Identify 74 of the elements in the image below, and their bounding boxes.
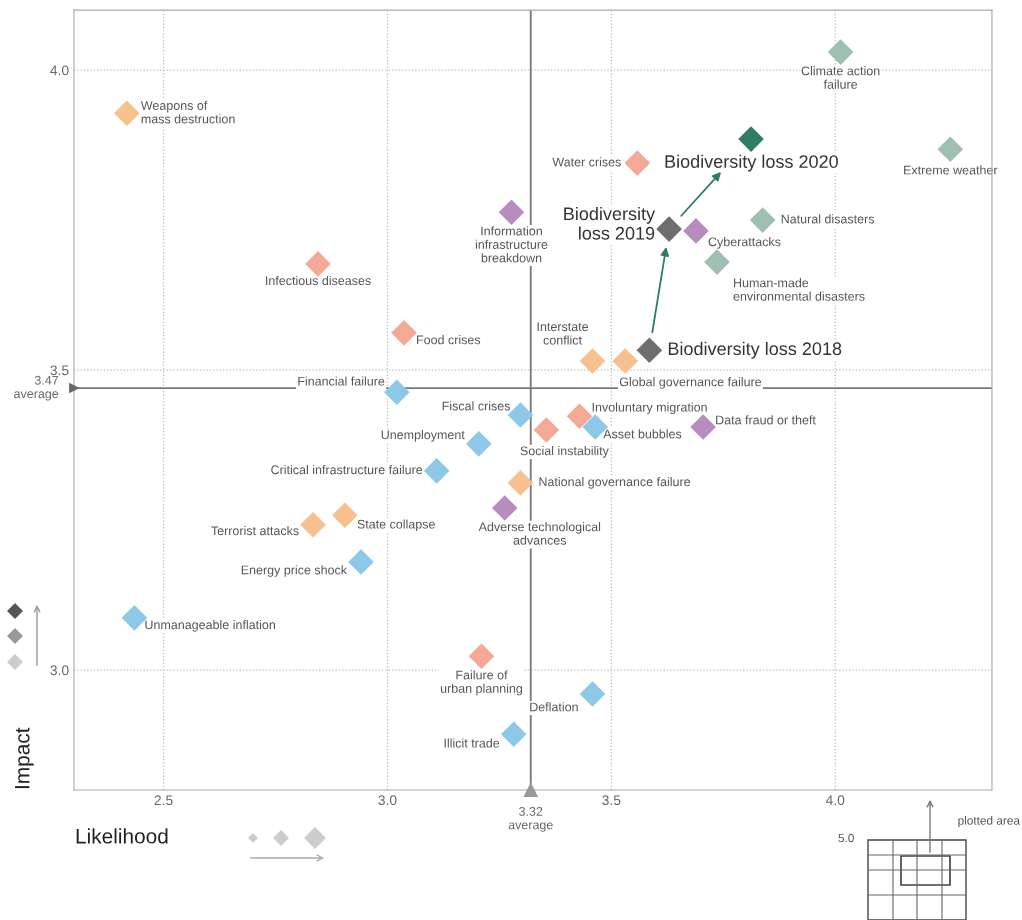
annotation: Climate action failure xyxy=(801,66,880,89)
point xyxy=(468,643,495,670)
annotation: Human-made environmental disasters xyxy=(733,278,865,301)
annotation: Critical infrastructure failure xyxy=(271,465,423,475)
point xyxy=(579,348,606,374)
annotation: Illicit trade xyxy=(444,738,500,748)
annotation: Social instability xyxy=(520,446,609,458)
y-tick-label: 4.0 xyxy=(50,65,69,76)
annotation: Weapons of mass destruction xyxy=(140,100,235,124)
annotation: Biodiversity loss 2019 xyxy=(564,206,656,240)
point xyxy=(114,100,140,127)
ref-line-label: 3.32 average xyxy=(508,807,553,832)
annotation: Terrorist attacks xyxy=(211,526,299,536)
point xyxy=(423,458,450,484)
point xyxy=(491,495,518,521)
point xyxy=(624,150,651,176)
point xyxy=(384,379,410,406)
annotation: Cyberattacks xyxy=(708,237,781,249)
annotation: Financial failure xyxy=(298,376,385,386)
text: 5.0 xyxy=(838,833,854,843)
y-tick-label: 3.5 xyxy=(50,365,69,376)
y-axis-title: Impact xyxy=(15,727,34,789)
annotation: Food crises xyxy=(417,335,481,345)
annotation: Biodiversity loss 2018 xyxy=(668,341,842,359)
point xyxy=(827,39,854,65)
annotation: Extreme weather xyxy=(904,165,998,175)
point xyxy=(612,348,639,374)
annotation: Unemployment xyxy=(381,430,465,442)
annotation: Deflation xyxy=(530,702,578,712)
point xyxy=(348,549,374,575)
annotation: Data fraud or theft xyxy=(716,415,816,425)
annotation: Involuntary migration xyxy=(592,402,707,415)
point xyxy=(498,199,525,226)
annotation: Natural disasters xyxy=(781,214,875,224)
annotation: Water crises xyxy=(552,157,621,167)
annotation: Failure of urban planning xyxy=(440,670,523,696)
x-axis-title: Likelihood xyxy=(76,828,168,844)
point xyxy=(500,721,527,748)
point xyxy=(683,218,709,244)
text: plotted area xyxy=(958,816,1020,828)
annotation: Energy price shock xyxy=(241,565,348,577)
point xyxy=(636,337,663,364)
annotation: Biodiversity loss 2020 xyxy=(665,154,838,172)
annotation: Infectious diseases xyxy=(266,275,371,286)
point xyxy=(332,502,358,529)
point xyxy=(704,249,730,275)
annotation: Adverse technological advances xyxy=(478,522,601,545)
point xyxy=(391,320,417,346)
point xyxy=(937,136,964,163)
point xyxy=(690,414,716,440)
annotation: Asset bubbles xyxy=(603,429,682,439)
x-tick-label: 3.0 xyxy=(378,795,397,806)
point xyxy=(738,126,764,152)
point xyxy=(507,470,534,496)
x-tick-label: 3.5 xyxy=(602,795,621,806)
point xyxy=(566,403,593,430)
ref-line-label: 3.47 average xyxy=(14,375,59,401)
annotation: Global governance failure xyxy=(619,377,762,389)
annotation: Fiscal crises xyxy=(442,401,510,411)
point xyxy=(533,417,560,443)
point xyxy=(465,431,492,457)
annotation: Unmanageable inflation xyxy=(145,620,275,632)
point xyxy=(305,251,331,277)
point xyxy=(749,207,776,233)
point xyxy=(656,216,682,242)
y-tick-label: 3.0 xyxy=(50,665,69,676)
point xyxy=(300,512,326,538)
x-tick-label: 4.0 xyxy=(825,795,845,806)
point xyxy=(579,681,606,707)
x-tick-label: 2.5 xyxy=(154,795,173,806)
annotation: National governance failure xyxy=(539,477,691,489)
annotation: Interstate conflict xyxy=(537,322,589,345)
annotation: State collapse xyxy=(357,519,435,532)
annotation: Information infrastructure breakdown xyxy=(475,226,548,263)
